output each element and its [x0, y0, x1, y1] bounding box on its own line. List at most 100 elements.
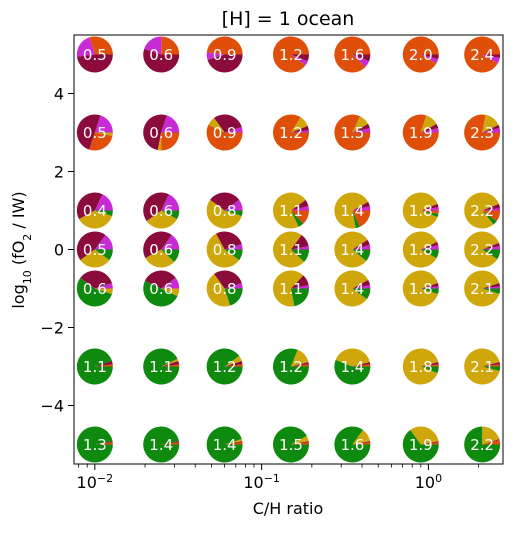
pie-slice-h2	[420, 249, 439, 259]
pie-slice-co2	[290, 349, 309, 367]
pie-marker: 2.1	[464, 270, 501, 307]
pie-slice-ch4	[420, 442, 439, 445]
pie-label: 0.8	[213, 280, 237, 298]
pie-slice-h2	[464, 426, 501, 463]
pie-slice-h2o	[94, 441, 113, 445]
pie-slice-co2	[464, 348, 500, 385]
pie-label: 1.6	[340, 46, 364, 64]
pie-label: 0.9	[213, 124, 237, 142]
y-tick-label: 0	[54, 241, 64, 260]
y-tick-label: −2	[40, 319, 64, 338]
pie-slice-co	[352, 285, 371, 289]
pie-slice-h2	[272, 426, 309, 463]
pie-slice-co2	[206, 273, 231, 307]
pie-slice-co2	[272, 192, 306, 229]
pie-slice-co2	[206, 233, 240, 268]
pie-slice-h2o	[290, 125, 309, 133]
pie-slice-co	[161, 234, 180, 250]
pie-marker: 0.6	[143, 36, 180, 73]
pie-marker: 1.2	[272, 36, 309, 73]
pie-label: 1.8	[409, 280, 433, 298]
pie-marker: 1.9	[402, 426, 439, 463]
pie-slice-h2	[161, 210, 180, 220]
pie-slice-co	[224, 126, 243, 133]
pie-slice-h2	[402, 429, 439, 463]
pie-label: 1.4	[340, 202, 364, 220]
pie-marker: 0.4	[76, 192, 113, 229]
pie-slice-co2	[482, 114, 499, 133]
pie-slice-co2	[464, 192, 499, 229]
pie-marker: 1.6	[334, 36, 371, 73]
pie-slice-co	[94, 194, 113, 211]
pie-slice-co	[420, 207, 439, 211]
pie-marker: 1.4	[334, 348, 371, 385]
pie-slice-h2	[352, 288, 371, 300]
pie-slice-h2o	[224, 441, 243, 445]
pie-slice-h2o	[482, 242, 500, 250]
pie-slice-co	[161, 277, 180, 289]
pie-slice-co2	[272, 231, 305, 268]
pie-marker: 0.8	[206, 192, 243, 229]
pie-slice-co	[76, 37, 95, 57]
pie-slice-co2	[464, 270, 500, 307]
x-axis: 10−2 10−1 100	[77, 464, 480, 492]
pie-slice-ch4	[272, 36, 309, 73]
pie-slice-co2	[334, 270, 369, 307]
pie-marker: 1.5	[334, 114, 371, 151]
pie-slice-h2	[290, 210, 304, 227]
pie-slice-h2	[482, 210, 497, 225]
pie-marker: 0.6	[143, 270, 180, 307]
pie-label: 1.1	[279, 241, 303, 259]
pie-slice-co	[94, 282, 113, 289]
pie-slice-h2o	[290, 441, 309, 445]
pie-slice-ch4	[352, 442, 371, 445]
pie-marker: 2.0	[402, 36, 439, 73]
pie-label: 0.6	[149, 241, 173, 259]
pie-slice-ch4	[89, 132, 113, 151]
pie-marker: 1.4	[334, 270, 371, 307]
pie-slice-ch4	[482, 440, 501, 445]
pie-slice-h2	[76, 348, 113, 385]
pie-label: 0.5	[83, 124, 107, 142]
pie-marker: 0.8	[206, 231, 243, 268]
pie-slice-co2	[290, 435, 309, 445]
pie-slice-h2	[334, 359, 371, 385]
pie-slice-h2o	[420, 362, 439, 367]
pie-slice-co	[290, 246, 309, 250]
pie-slice-ch4	[224, 364, 243, 367]
pie-slice-h2	[420, 288, 439, 295]
pie-slice-h2o	[290, 362, 309, 367]
pie-marker: 0.8	[206, 270, 243, 307]
pie-label: 2.3	[470, 124, 494, 142]
pie-slice-h2	[76, 426, 113, 463]
pie-slice-h2	[482, 366, 501, 371]
pie-slice-co	[420, 286, 439, 289]
pie-marker: 1.8	[402, 231, 439, 268]
pie-slice-co2	[272, 270, 304, 307]
pie-slice-h2	[290, 288, 309, 307]
pie-label: 1.5	[340, 124, 364, 142]
pie-marker: 0.5	[76, 231, 113, 268]
pie-slice-h2o	[352, 201, 370, 211]
pie-slice-h2o	[482, 362, 501, 367]
pie-slice-co2	[410, 426, 439, 445]
pie-marker: 2.1	[464, 348, 501, 385]
pie-label: 1.5	[279, 436, 303, 454]
pie-slice-h2	[143, 348, 180, 385]
pie-marker: 1.4	[334, 192, 371, 229]
pie-marker: 1.4	[206, 426, 243, 463]
pie-label: 1.4	[340, 280, 364, 298]
pie-marker: 1.8	[402, 348, 439, 385]
pie-slice-co2	[290, 117, 308, 133]
pie-slice-co	[420, 54, 439, 64]
pie-label: 0.6	[149, 124, 173, 142]
pie-slice-co2	[402, 270, 438, 307]
pie-slice-h2o	[420, 241, 439, 250]
pie-label: 1.8	[409, 202, 433, 220]
pie-marker: 1.1	[143, 348, 180, 385]
pie-label: 1.1	[279, 280, 303, 298]
pie-marker: 1.5	[272, 426, 310, 463]
pie-slice-co2	[335, 348, 370, 367]
pie-marker: 0.6	[143, 231, 180, 268]
